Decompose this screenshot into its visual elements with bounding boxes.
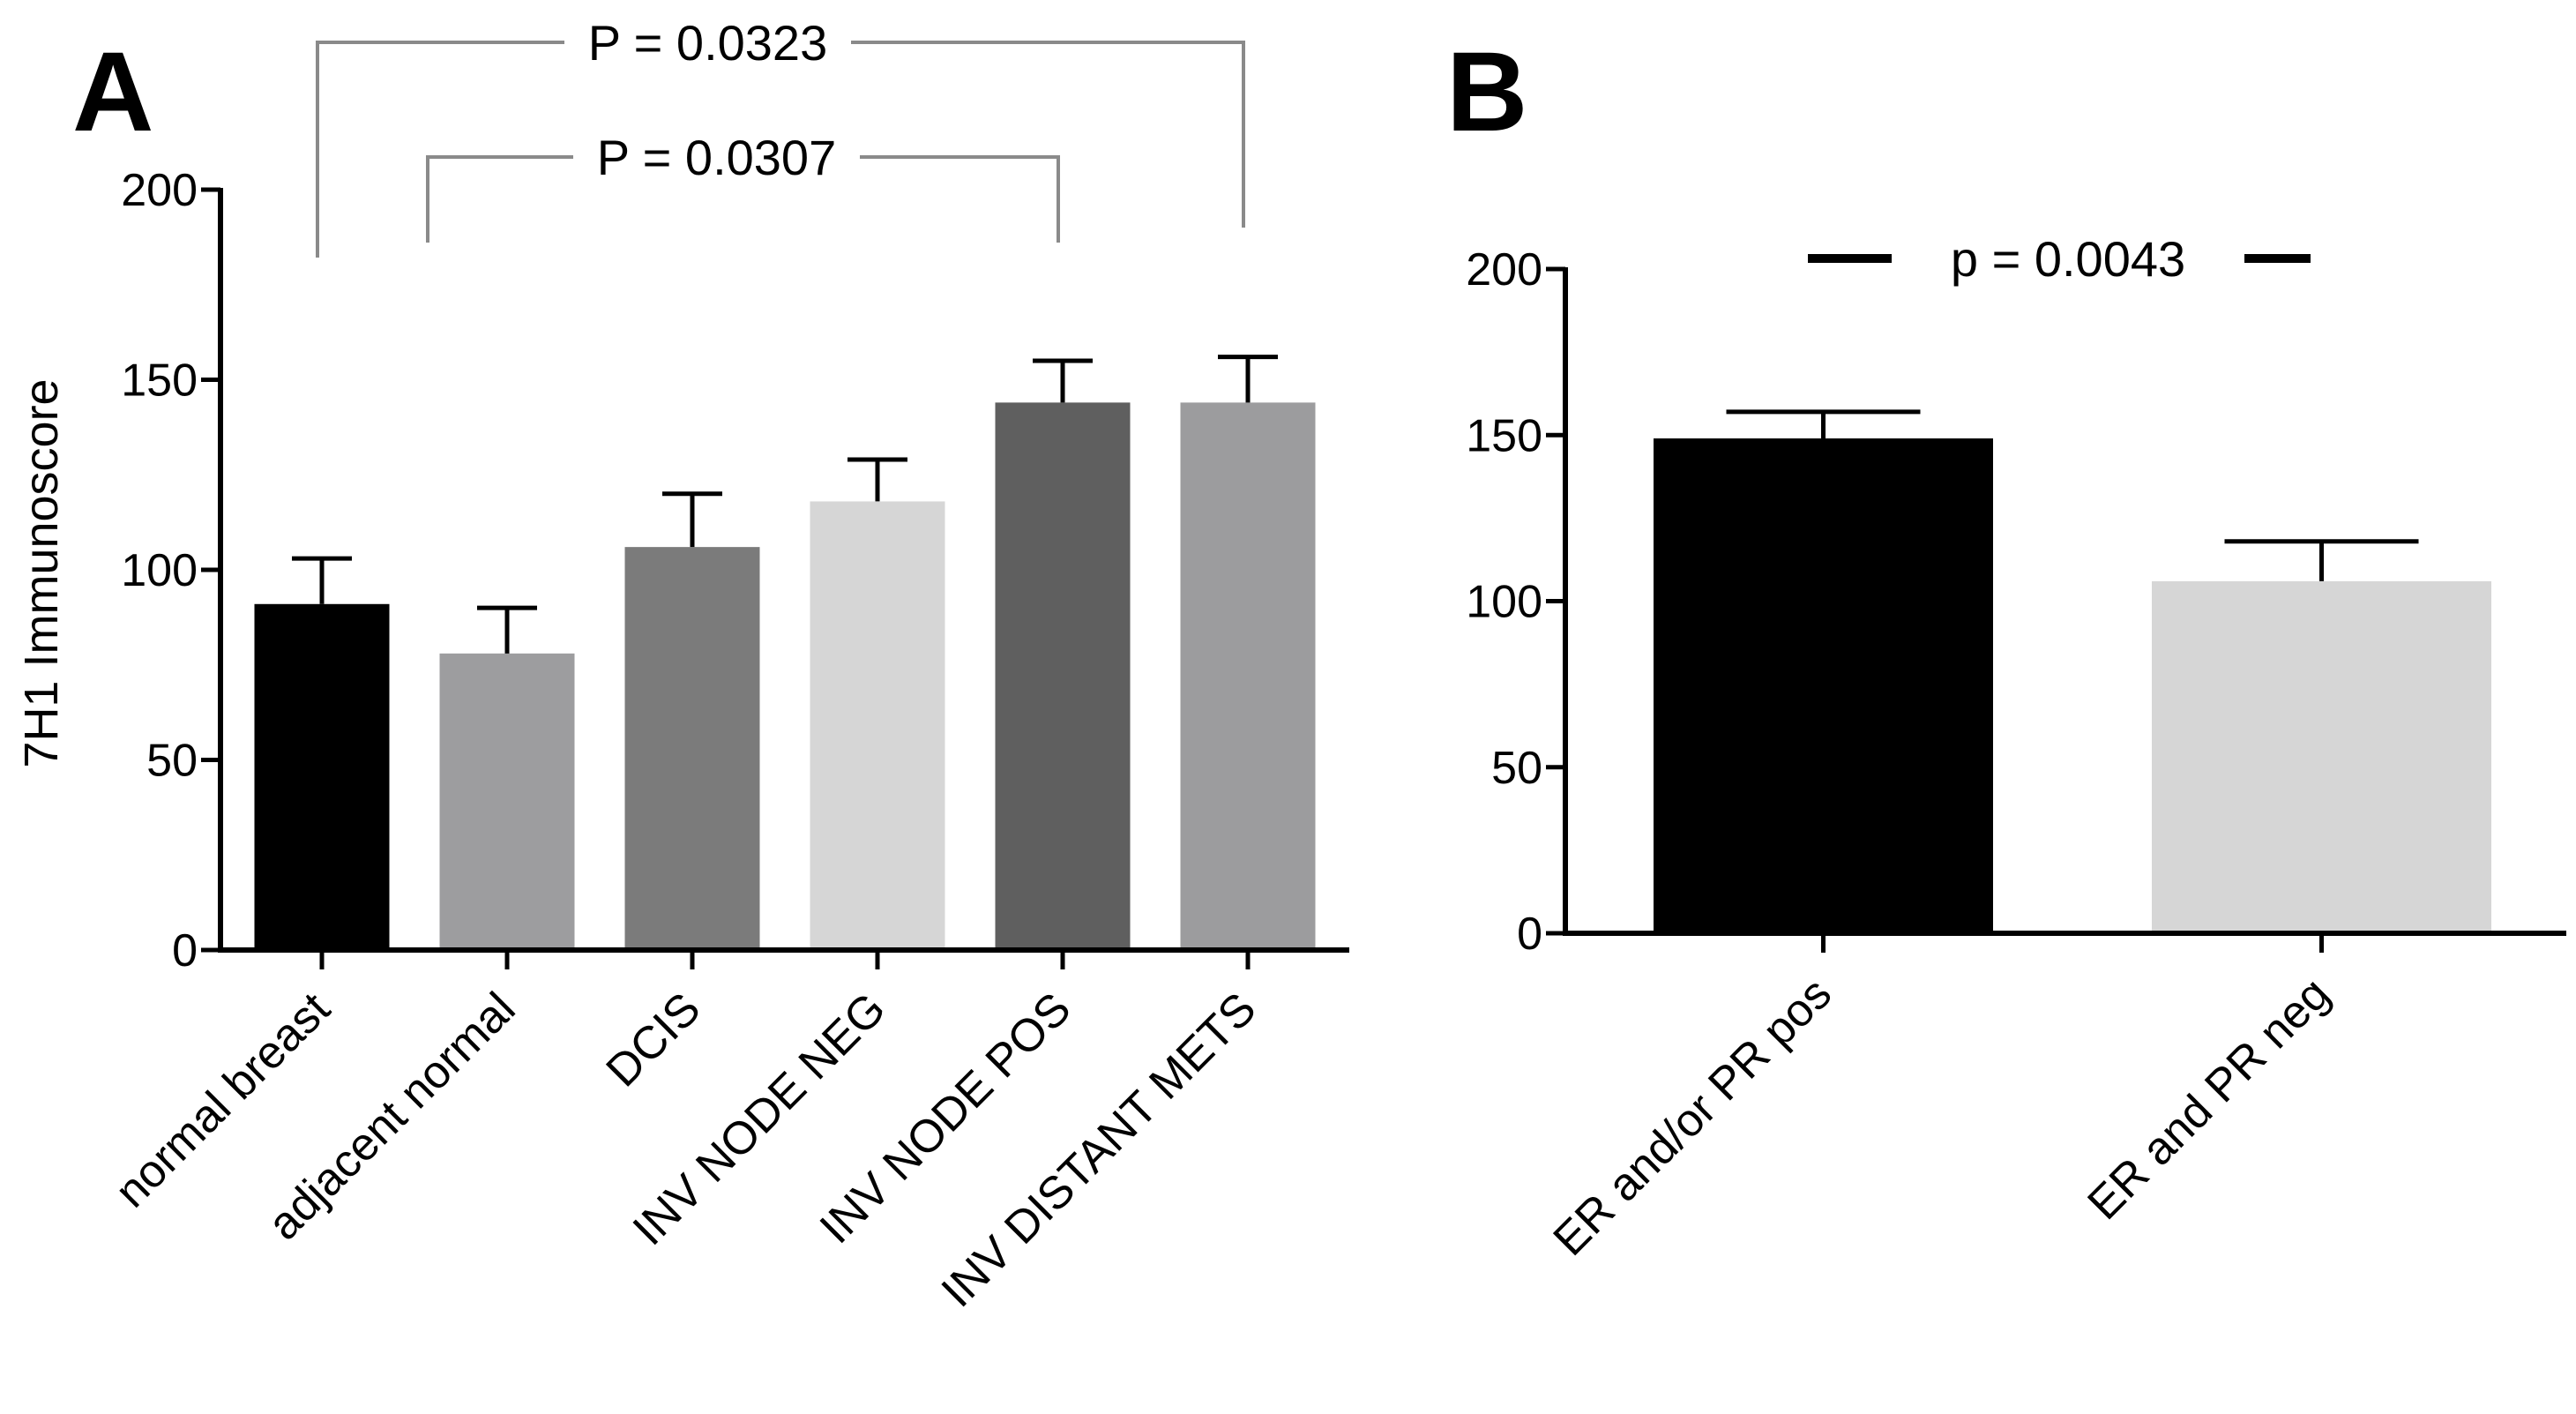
panel-b-y-tick-label-50: 50 <box>1491 743 1542 794</box>
panel-b-comparisons: p = 0.0043 <box>1808 231 2311 287</box>
panel-a-y-tick-label-50: 50 <box>146 736 198 787</box>
panel-b-error-bar-1 <box>1726 409 1921 439</box>
panel-a-comparison-bracket-right-2 <box>860 155 1060 243</box>
panel-a-bar-2 <box>439 653 575 950</box>
panel-a-comparison-1: P = 0.0323 <box>316 15 1245 258</box>
panel-a-comparison-2: P = 0.0307 <box>426 130 1060 243</box>
panel-a-comparison-bracket-left-1 <box>316 41 564 258</box>
panel-a-letter: A <box>72 29 153 155</box>
panel-a-comparison-bracket-left-2 <box>426 155 573 243</box>
panel-b-letter: B <box>1446 29 1527 155</box>
panel-a-comparisons: P = 0.0323 P = 0.0307 <box>316 15 1245 258</box>
panel-a-error-bars <box>292 355 1278 654</box>
panel-a-y-tick-label-150: 150 <box>121 355 198 407</box>
panel-a-p-value-label-2: P = 0.0307 <box>597 130 836 185</box>
panel-a-error-bar-2 <box>477 605 537 654</box>
panel-b-bar-2 <box>2152 580 2491 933</box>
panel-b-error-bar-2 <box>2224 539 2419 581</box>
panel-a-p-value-label-1: P = 0.0323 <box>588 15 827 71</box>
panel-b-y-tick-label-150: 150 <box>1466 410 1542 461</box>
panel-a-y-tick-label-100: 100 <box>121 545 198 596</box>
panel-b-bars <box>1654 438 2491 933</box>
panel-a-bars <box>254 402 1316 950</box>
panel-b-y-ticks: 0 50 100 150 200 <box>1466 244 1565 960</box>
panel-a-bar-5 <box>995 402 1131 950</box>
panel-b-bar-1 <box>1654 438 1993 933</box>
panel-a-bar-1 <box>254 603 390 950</box>
panel-b-y-tick-label-100: 100 <box>1466 577 1542 628</box>
panel-a-bar-3 <box>624 547 760 950</box>
panel-a-error-bar-6 <box>1218 355 1278 403</box>
panel-a-y-tick-label-200: 200 <box>121 165 198 216</box>
panel-a-y-ticks: 0 50 100 150 200 <box>121 165 220 976</box>
panel-b-comparison-1: p = 0.0043 <box>1808 231 2311 287</box>
panel-a-comparison-bracket-right-1 <box>851 41 1245 228</box>
panel-a-error-bar-5 <box>1033 358 1093 403</box>
panel-a-error-bar-4 <box>847 457 907 502</box>
panel-b-p-value-label: p = 0.0043 <box>1951 231 2185 287</box>
panel-b-error-bars <box>1726 409 2419 581</box>
panel-b-y-tick-label-200: 200 <box>1466 244 1542 296</box>
panel-a-bar-6 <box>1180 402 1316 950</box>
panel-a-y-tick-label-0: 0 <box>172 925 198 976</box>
panel-a-bar-4 <box>810 501 945 950</box>
panel-a-error-bar-3 <box>662 491 722 548</box>
panel-a-y-axis-label: 7H1 Immunoscore <box>15 378 68 767</box>
panel-a-error-bar-1 <box>292 556 352 604</box>
panel-b-y-tick-label-0: 0 <box>1517 909 1542 960</box>
